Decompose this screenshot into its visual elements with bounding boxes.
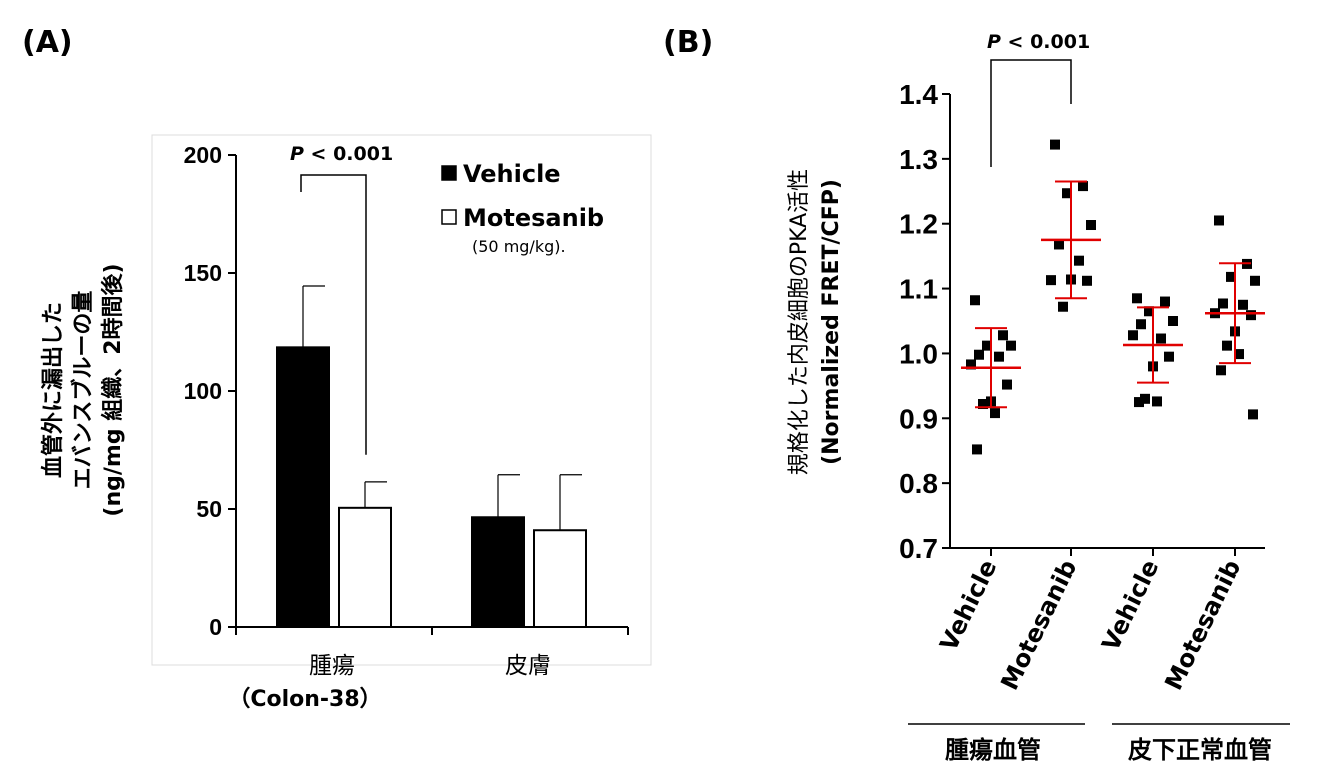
data-point <box>1134 397 1144 408</box>
data-point <box>1074 255 1084 266</box>
category-label-b: Motesanib <box>1159 555 1246 694</box>
data-point <box>1058 301 1068 312</box>
y-tick-label-b: 1.1 <box>899 274 938 305</box>
bar-vehicle <box>471 516 525 629</box>
y-axis-label-line-b: 規格化した内皮細胞のPKA活性 <box>787 169 812 475</box>
data-point <box>1136 319 1146 330</box>
data-point <box>1078 181 1088 192</box>
data-point <box>1050 139 1060 150</box>
data-point <box>1140 393 1150 404</box>
data-point <box>1144 306 1154 317</box>
data-point <box>998 330 1008 341</box>
group-label: 皮下正常血管 <box>1128 736 1272 764</box>
category-label-b: Vehicle <box>934 555 1002 655</box>
axes-b: 0.7 0.8 0.9 1.0 1.1 1.2 1.3 1.4 <box>899 79 1265 564</box>
y-tick-label-b: 0.9 <box>899 403 938 434</box>
legend-dose-note: (50 mg/kg). <box>472 237 566 256</box>
group-label: 腫瘍血管 <box>945 736 1041 764</box>
data-point <box>982 340 992 351</box>
data-point <box>966 359 976 370</box>
data-point <box>1062 188 1072 199</box>
bar-motesanib <box>533 529 587 628</box>
data-point <box>1046 275 1056 286</box>
data-point <box>1234 349 1244 360</box>
y-tick-label-a: 50 <box>196 496 222 522</box>
significance-bracket-a: P < 0.001 <box>290 143 393 455</box>
legend-swatch-vehicle <box>441 165 457 181</box>
panel-label-a: (A) <box>22 25 73 60</box>
y-tick-label-b: 0.8 <box>899 468 938 499</box>
data-point <box>1152 396 1162 407</box>
data-point <box>1168 316 1178 326</box>
data-point <box>972 444 982 455</box>
y-axis-label-b: 規格化した内皮細胞のPKA活性 (Normalized FRET/CFP) <box>787 169 844 475</box>
data-point <box>1218 298 1228 309</box>
x-axis-labels-a: 腫瘍 （Colon-38） 皮膚 <box>228 653 551 712</box>
data-point <box>1132 293 1142 304</box>
y-tick-label-b: 1.3 <box>899 144 938 175</box>
y-tick-label-b: 1.0 <box>899 338 938 369</box>
p-value-a: P < 0.001 <box>290 143 393 165</box>
data-point <box>1164 351 1174 362</box>
y-tick-label-b: 1.2 <box>899 209 938 240</box>
points-b <box>966 139 1260 455</box>
legend-label-motesanib: Motesanib <box>463 204 604 232</box>
bar-motesanib <box>338 506 392 629</box>
error-bars-b <box>961 180 1265 409</box>
y-tick-label-a: 200 <box>184 142 222 168</box>
bar-vehicle <box>276 346 330 628</box>
data-point <box>1226 271 1236 282</box>
data-point <box>994 351 1004 362</box>
y-tick-label-a: 0 <box>209 614 222 640</box>
data-point <box>1214 215 1224 226</box>
legend-swatch-motesanib <box>441 209 457 225</box>
category-label-b: Motesanib <box>995 555 1082 694</box>
category-label-a: 腫瘍 <box>309 653 355 679</box>
y-axis-label-line-a: 血管外に漏出した <box>40 302 66 478</box>
y-axis-label-line-b: (Normalized FRET/CFP) <box>819 179 844 465</box>
data-point <box>978 399 988 410</box>
y-tick-label-b: 0.7 <box>899 533 938 564</box>
panel-b: 0.7 0.8 0.9 1.0 1.1 1.2 1.3 1.4 規格化した内皮細胞のPKA活性… <box>787 31 1290 764</box>
y-axis-label-a: 血管外に漏出した エバンスブルーの量 (ng/mg 組織、2時間後) <box>40 263 126 516</box>
data-point <box>1156 333 1166 344</box>
group-labels-b: 腫瘍血管 皮下正常血管 <box>908 723 1290 764</box>
data-point <box>1002 379 1012 390</box>
data-point <box>1250 275 1260 286</box>
data-point <box>1006 340 1016 351</box>
y-tick-label-b: 1.4 <box>899 79 938 110</box>
category-label-a: 皮膚 <box>505 653 551 679</box>
y-tick-label-a: 100 <box>184 378 222 404</box>
data-point <box>1128 330 1138 341</box>
significance-bracket-b: P < 0.001 <box>987 31 1090 167</box>
data-point <box>1082 275 1092 286</box>
y-axis-label-line-a: (ng/mg 組織、2時間後) <box>100 263 126 516</box>
data-point <box>1086 220 1096 231</box>
legend-label-vehicle: Vehicle <box>463 160 561 188</box>
data-point <box>990 408 1000 419</box>
data-point <box>1054 239 1064 250</box>
data-point <box>970 295 980 306</box>
legend-a: Vehicle Motesanib (50 mg/kg). <box>441 160 604 256</box>
data-point <box>974 349 984 360</box>
panel-label-b: (B) <box>663 25 713 60</box>
p-value-b: P < 0.001 <box>987 31 1090 53</box>
data-point <box>1160 296 1170 307</box>
panel-a: 0 50 100 150 200 血管外に漏出した エバンスブルーの量 (ng/mg 組織、… <box>40 134 652 712</box>
bars-a <box>276 285 587 629</box>
data-point <box>1248 409 1258 420</box>
category-label-a: （Colon-38） <box>228 687 381 712</box>
significance-bracket-line-a <box>300 174 367 455</box>
y-axis-label-line-a: エバンスブルーの量 <box>70 291 96 490</box>
category-label-b: Vehicle <box>1096 555 1164 655</box>
data-point <box>1238 299 1248 310</box>
data-point <box>1246 310 1256 321</box>
y-tick-label-a: 150 <box>184 260 222 286</box>
data-point <box>1216 365 1226 376</box>
data-point <box>1222 340 1232 351</box>
significance-bracket-line-b <box>990 59 1072 167</box>
